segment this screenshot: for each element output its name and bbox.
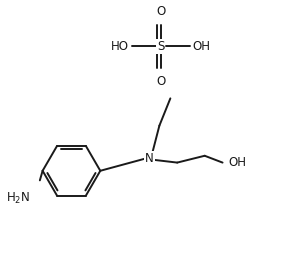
Text: H$_2$N: H$_2$N: [6, 191, 30, 206]
Text: O: O: [156, 5, 165, 18]
Text: N: N: [145, 152, 154, 165]
Text: HO: HO: [111, 40, 129, 53]
Text: S: S: [157, 40, 164, 53]
Text: OH: OH: [228, 156, 246, 169]
Text: O: O: [156, 75, 165, 87]
Text: OH: OH: [192, 40, 210, 53]
